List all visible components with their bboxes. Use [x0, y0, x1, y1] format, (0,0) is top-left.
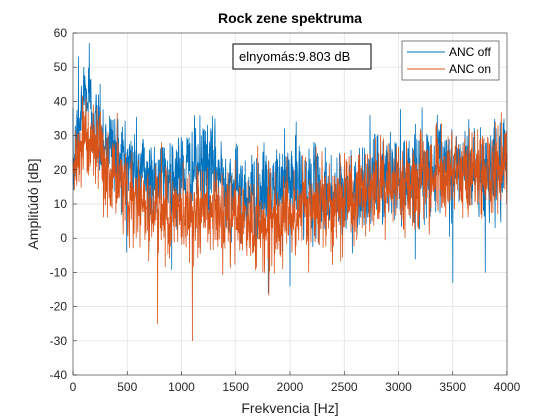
x-tick-label: 2500 [331, 380, 358, 394]
y-tick-label: -10 [50, 265, 68, 279]
annotation-text: elnyomás:9.803 dB [239, 49, 350, 64]
x-tick-label: 3000 [385, 380, 412, 394]
annotation-frame [232, 43, 372, 70]
x-tick-label: 0 [70, 380, 77, 394]
x-axis-label: Frekvencia [Hz] [241, 400, 338, 416]
y-tick-label: 30 [54, 129, 68, 143]
x-tick-label: 3500 [439, 380, 466, 394]
legend-label-anc-on: ANC on [449, 62, 491, 76]
legend-label-anc-off: ANC off [449, 45, 491, 59]
y-tick-label: -30 [50, 334, 68, 348]
y-tick-label: -40 [50, 368, 68, 382]
chart-title: Rock zene spektruma [218, 10, 362, 26]
x-tick-label: 2000 [277, 380, 304, 394]
series-layer [72, 42, 508, 342]
legend-frame [401, 40, 500, 81]
series-line-anc-on [72, 95, 508, 342]
x-ticks: 0 500 1000 1500 2000 2500 3000 3500 4000 [70, 371, 521, 394]
annotation-box: elnyomás:9.803 dB [232, 43, 372, 70]
y-tick-label: -20 [50, 300, 68, 314]
y-ticks: -40 -30 -20 -10 0 10 20 30 40 50 60 [50, 26, 77, 382]
y-tick-label: 60 [54, 26, 68, 40]
y-tick-label: 50 [54, 60, 68, 74]
x-tick-label: 4000 [494, 380, 521, 394]
series-line-anc-off [72, 42, 508, 294]
x-tick-label: 1000 [168, 380, 195, 394]
y-tick-label: 20 [54, 163, 68, 177]
x-tick-label: 1500 [222, 380, 249, 394]
y-tick-label: 10 [54, 197, 68, 211]
y-axis-label: Amplitúdó [dB] [25, 158, 41, 249]
x-tick-label: 500 [117, 380, 137, 394]
y-tick-label: 0 [60, 231, 67, 245]
y-tick-label: 40 [54, 94, 68, 108]
legend: ANC off ANC on [401, 40, 500, 81]
